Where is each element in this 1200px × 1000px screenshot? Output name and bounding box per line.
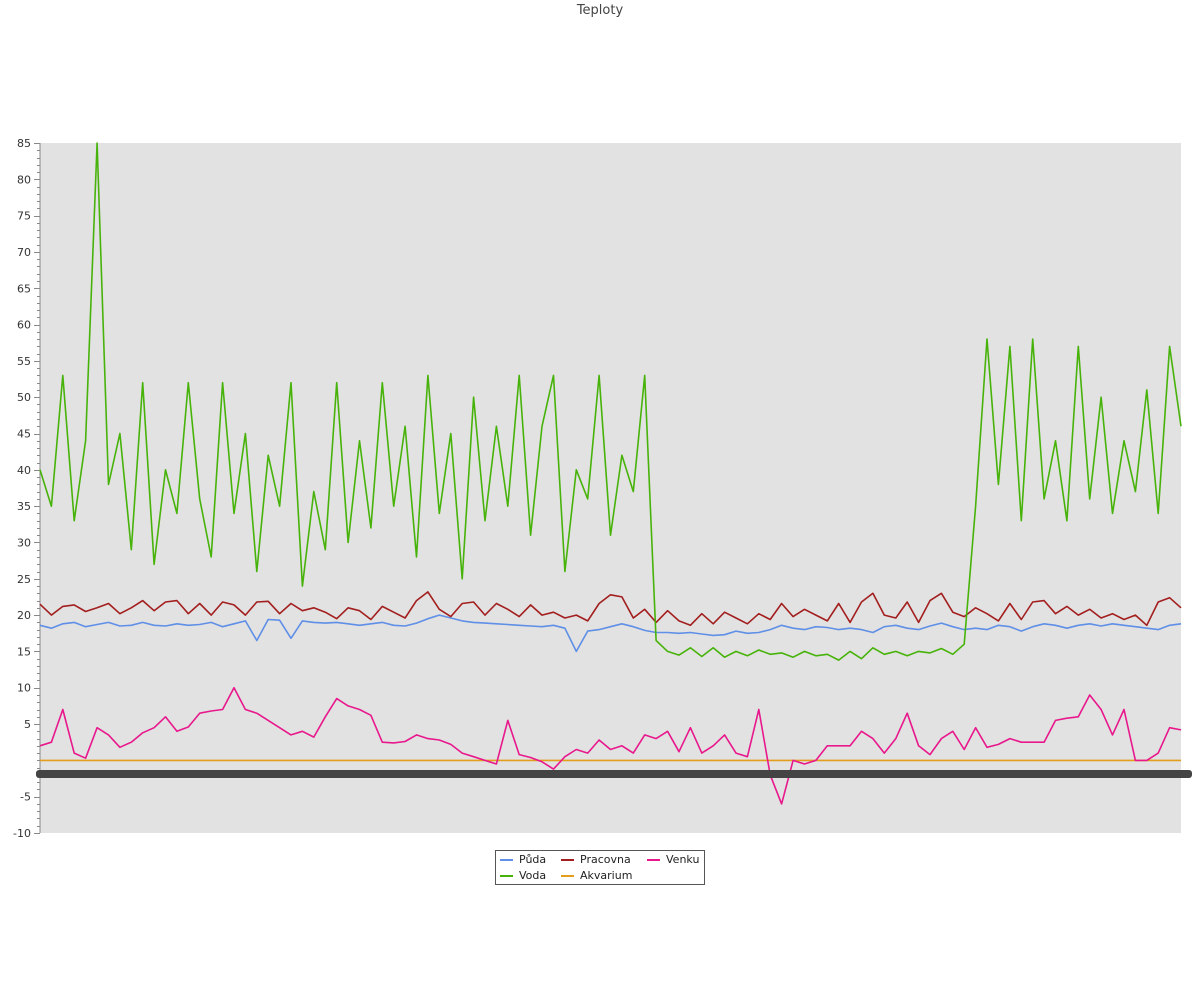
series-line-puda [39, 614, 1182, 653]
y-tick-label: 85 [17, 137, 31, 150]
y-tick-label: 5 [24, 718, 31, 731]
legend-item-puda: Půda [500, 853, 546, 867]
legend-item-voda: Voda [500, 869, 546, 883]
y-tick-label: 55 [17, 355, 31, 368]
y-tick-label: 50 [17, 391, 31, 404]
legend-item-pracovna: Pracovna [561, 853, 631, 867]
y-tick-label: 65 [17, 282, 31, 295]
y-tick-label: 80 [17, 173, 31, 186]
chart-title: Teploty [576, 3, 624, 18]
y-tick-label: -10 [13, 827, 31, 840]
y-tick-label: 60 [17, 319, 31, 332]
y-tick-label: -5 [20, 791, 31, 804]
legend-item-akvarium: Akvarium [561, 869, 632, 883]
y-axis: 85 80 75 70 65 60 55 50 45 40 35 30 25 20 15 10 5 -5 -10 [13, 137, 41, 840]
y-tick-label: 70 [17, 246, 31, 259]
legend-swatch-venku [647, 859, 660, 861]
y-tick-label: 30 [17, 536, 31, 549]
series-line-venku [39, 686, 1182, 805]
legend-swatch-voda [500, 875, 513, 877]
legend-label-akvarium: Akvarium [580, 869, 633, 882]
y-tick-label: 40 [17, 464, 31, 477]
legend-swatch-akvarium [561, 875, 574, 877]
legend-label-venku: Venku [666, 853, 700, 866]
plot-area [40, 143, 1181, 833]
y-tick-label: 75 [17, 210, 31, 223]
legend-swatch-pracovna [561, 859, 574, 861]
series-group [39, 142, 1182, 805]
legend: Půda Voda Pracovna Akvarium Venku [495, 850, 705, 885]
y-tick-label: 15 [17, 645, 31, 658]
legend-item-venku: Venku [647, 853, 699, 867]
x-axis-bar [36, 770, 1192, 778]
y-tick-label: 25 [17, 573, 31, 586]
y-tick-label: 10 [17, 682, 31, 695]
series-line-pracovna [39, 591, 1182, 627]
y-tick-label: 35 [17, 500, 31, 513]
legend-swatch-puda [500, 859, 513, 861]
y-tick-label: 45 [17, 428, 31, 441]
y-tick-label: 20 [17, 609, 31, 622]
legend-label-pracovna: Pracovna [580, 853, 631, 866]
legend-label-voda: Voda [519, 869, 547, 882]
series-line-voda [39, 142, 1182, 661]
legend-label-puda: Půda [519, 853, 547, 866]
